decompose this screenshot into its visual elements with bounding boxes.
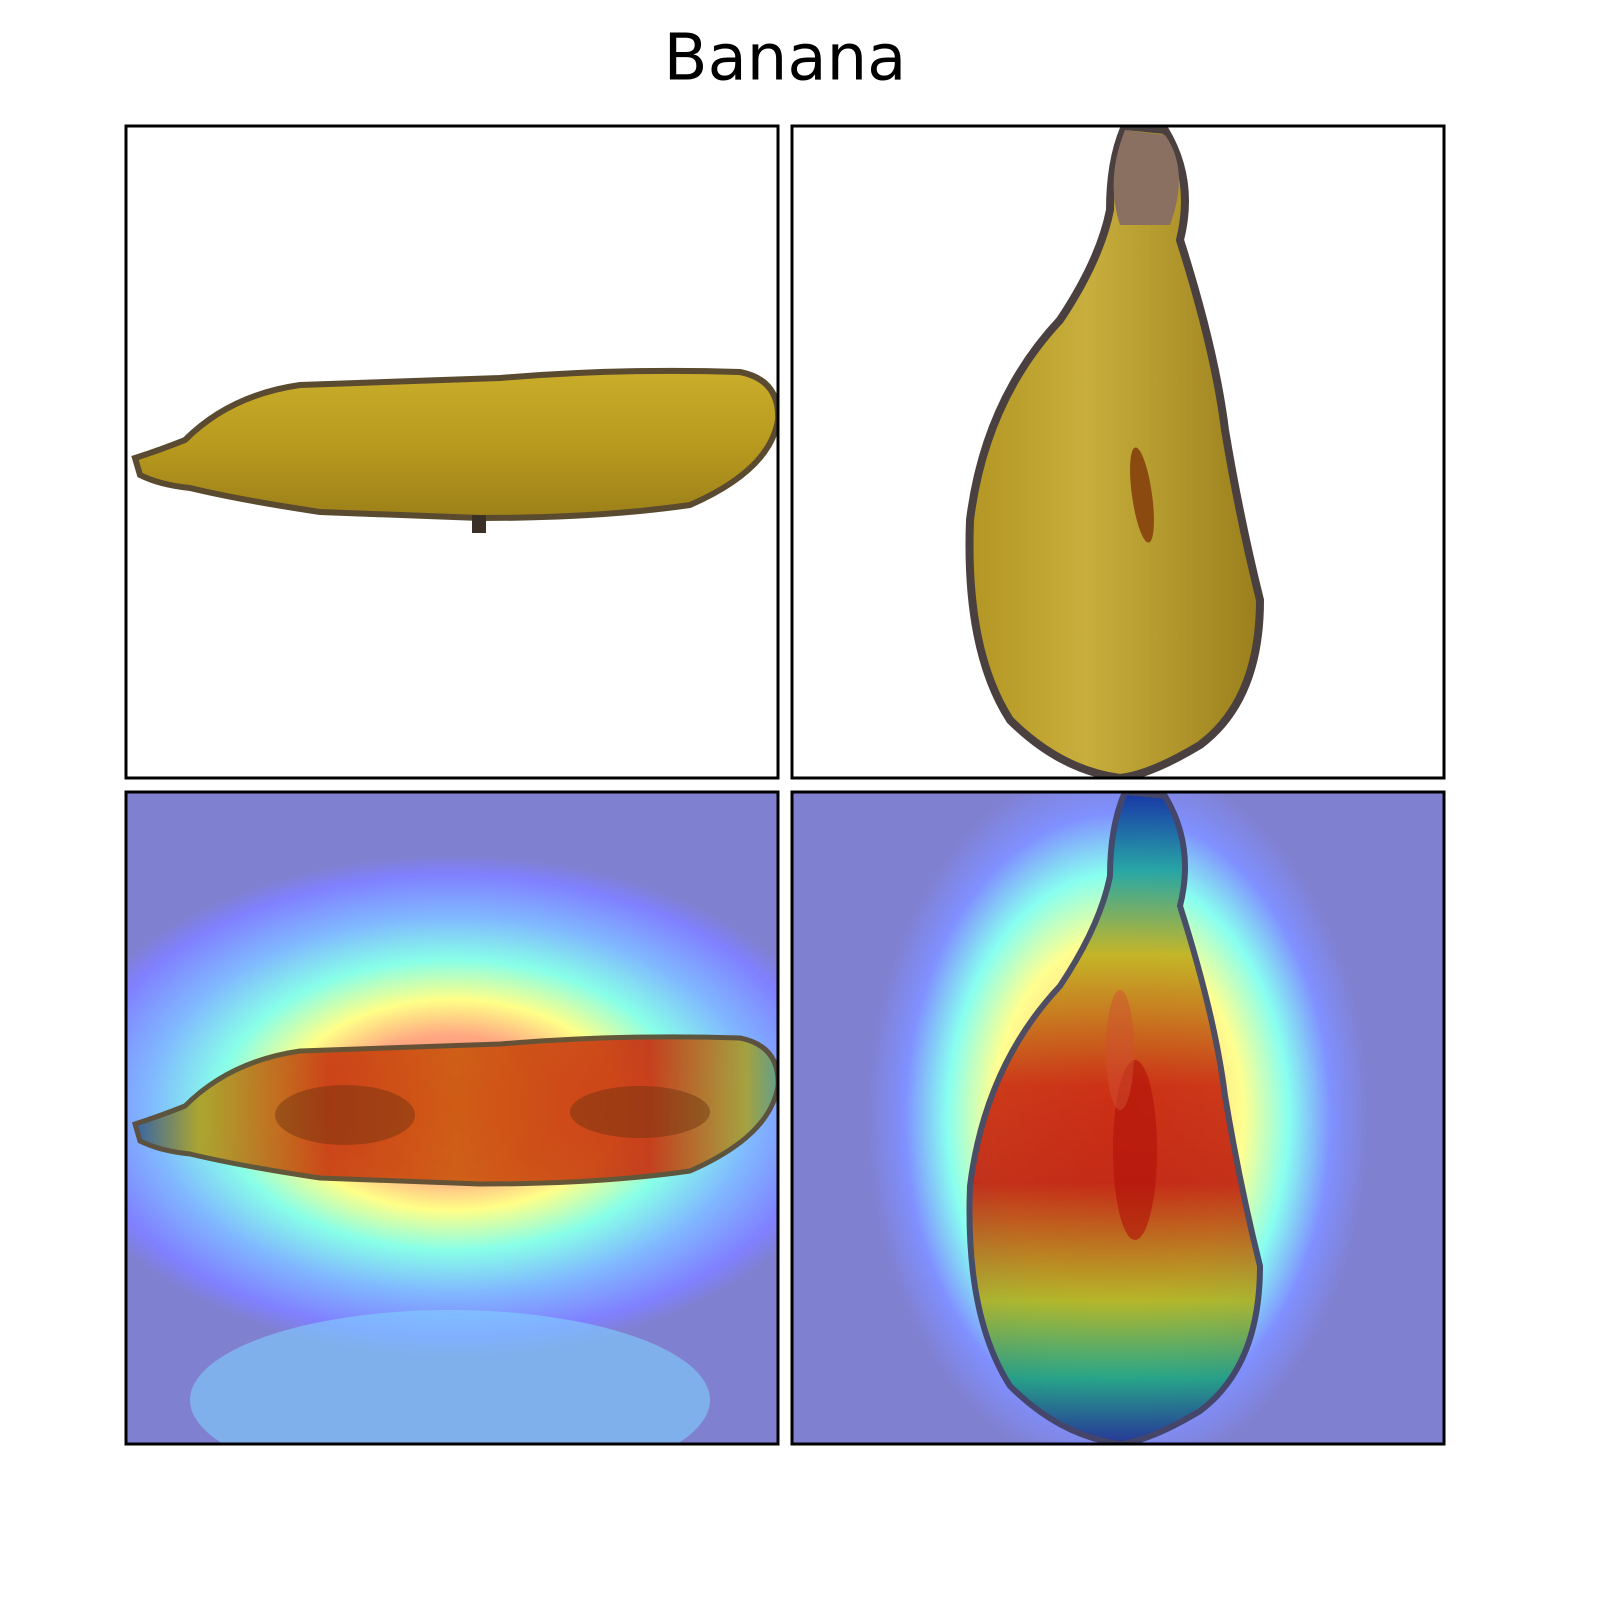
panel-frame [790, 124, 1446, 780]
panel-frame [124, 790, 780, 1446]
panel-frame [790, 790, 1446, 1446]
figure-title: Banana [664, 22, 907, 96]
heatmap-vertical [792, 792, 1444, 1444]
photo-horizontal [126, 126, 778, 778]
photo-vertical [792, 126, 1444, 778]
heatmap-horizontal [126, 792, 778, 1444]
panel-frame [124, 124, 780, 780]
